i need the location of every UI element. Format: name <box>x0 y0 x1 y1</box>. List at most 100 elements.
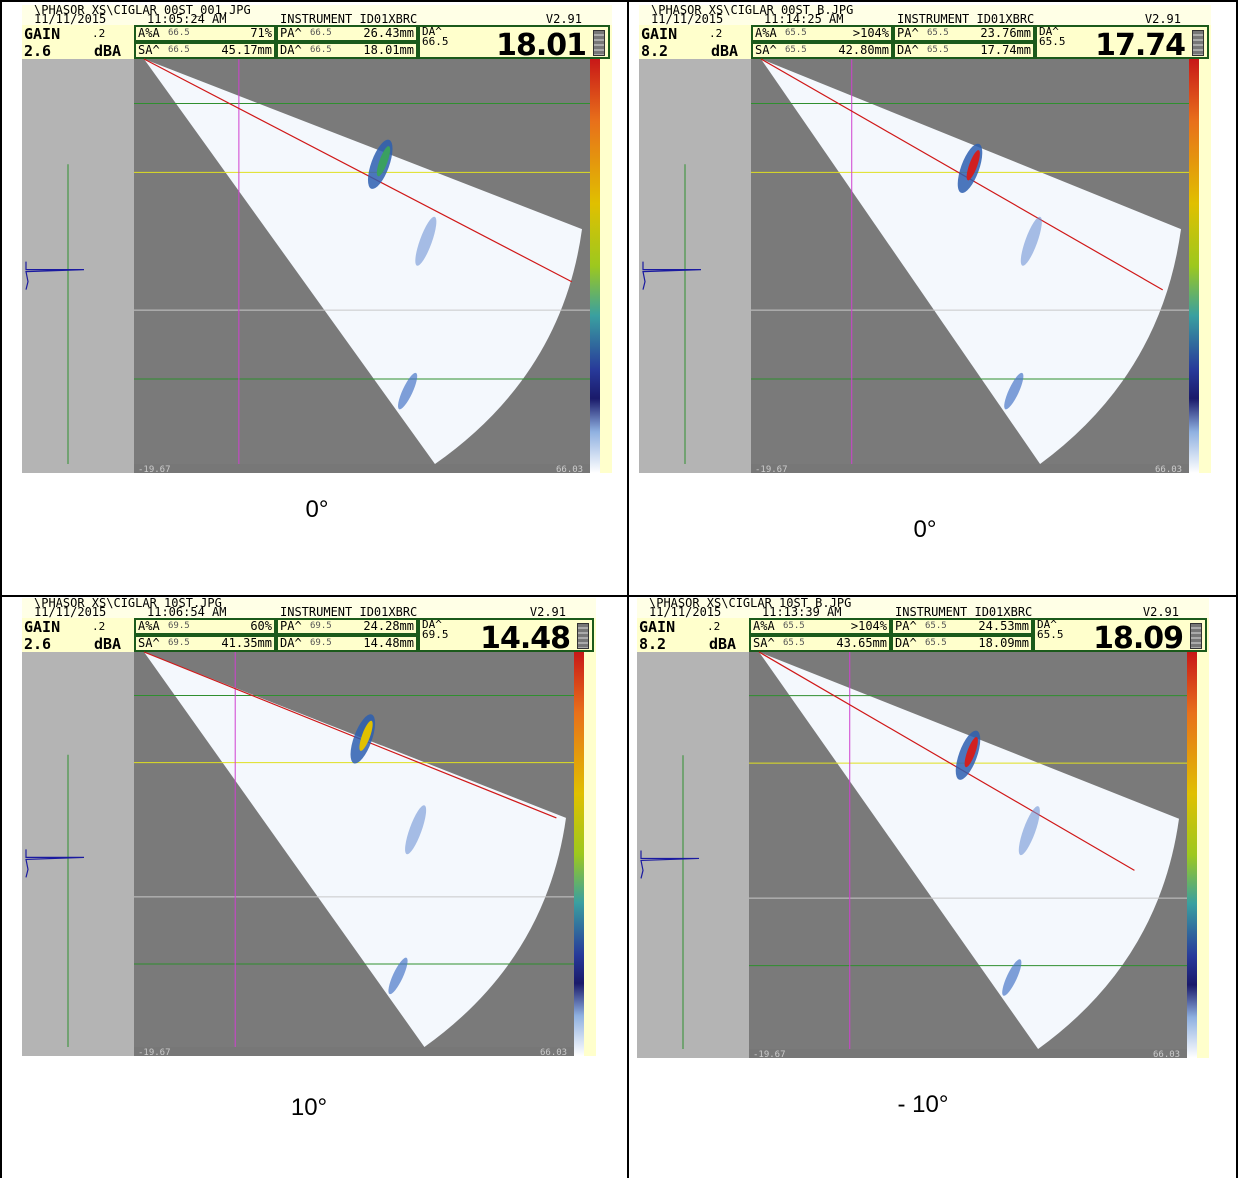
reading-value: 45.17mm <box>221 43 272 57</box>
reading-label: A%A <box>138 619 160 633</box>
da-label: DA^ 66.5 <box>422 25 449 48</box>
table-border-right <box>1236 0 1238 1178</box>
reading-surface: SA^ 69.5 41.35mm <box>134 635 276 652</box>
x-axis-ruler <box>751 464 1189 473</box>
readings-bar: GAIN .2 8.2 dBA A%A 65.5 >104% PA^ 65.5 … <box>639 25 1211 63</box>
da-label: DA^ 65.5 <box>1039 25 1066 48</box>
firmware-version: V2.91 <box>545 12 582 26</box>
capture-time: 11:13:39 AM <box>762 605 842 619</box>
reading-label: SA^ <box>755 43 777 57</box>
reading-surface: SA^ 65.5 43.65mm <box>749 635 891 652</box>
reading-angle: 69.5 <box>168 638 190 648</box>
angle-caption: 0° <box>913 516 937 543</box>
readings-bar: GAIN .2 2.6 dBA A%A 66.5 71% PA^ 66.5 26… <box>22 25 612 63</box>
reading-amplitude: A%A 65.5 >104% <box>751 25 893 42</box>
indication-blob <box>1020 216 1042 266</box>
reading-label: A%A <box>755 26 777 40</box>
battery-icon <box>577 623 589 649</box>
instrument-id: INSTRUMENT ID01XBRC <box>280 605 418 619</box>
file-path: \PHASOR XS\CIGLAR 00ST_001.JPG <box>34 5 251 17</box>
reading-depth: DA^ 65.5 17.74mm <box>893 42 1035 59</box>
capture-time: 11:05:24 AM <box>147 12 227 26</box>
indication-core <box>359 720 373 751</box>
axis-right-label: 66.03 <box>540 1048 567 1056</box>
sonic-wedge <box>144 652 566 1047</box>
table-cell-1: \PHASOR XS\CIGLAR 00ST_001.JPG 11/11/201… <box>22 5 612 550</box>
reading-value: 23.76mm <box>980 26 1031 40</box>
readings-bar: GAIN .2 8.2 dBA A%A 65.5 >104% PA^ 65.5 … <box>637 618 1209 656</box>
reading-label: PA^ <box>280 619 302 633</box>
axis-left-label: -19.67 <box>138 1048 171 1056</box>
a-scan-trace <box>642 261 702 290</box>
indication-core <box>964 737 978 768</box>
gain-unit: dBA <box>94 42 122 60</box>
indication-blob <box>1004 372 1024 410</box>
instrument-id: INSTRUMENT ID01XBRC <box>280 12 418 26</box>
reading-depth: DA^ 66.5 18.01mm <box>276 42 418 59</box>
table-cell-2: \PHASOR XS\CIGLAR 00ST B.JPG 11/11/2015 … <box>639 5 1211 570</box>
file-path: \PHASOR XS\CIGLAR 10ST.JPG <box>34 598 222 610</box>
reading-label: SA^ <box>138 636 160 650</box>
gain-step: .2 <box>92 27 106 40</box>
a-scan-panel <box>639 59 751 473</box>
x-axis-ruler <box>749 1049 1187 1058</box>
reading-value: 18.01mm <box>363 43 414 57</box>
file-header: \PHASOR XS\CIGLAR 10ST.JPG 11/11/2015 11… <box>22 598 596 618</box>
reading-value: 41.35mm <box>221 636 272 650</box>
readings-bar: GAIN .2 2.6 dBA A%A 69.5 60% PA^ 69.5 24… <box>22 618 596 656</box>
file-header: \PHASOR XS\CIGLAR 10ST B.JPG 11/11/2015 … <box>637 598 1209 618</box>
reading-value: 24.28mm <box>363 619 414 633</box>
reading-angle: 65.5 <box>927 45 949 55</box>
color-palette-scale <box>1187 652 1197 1058</box>
scan-overlay: -19.67 66.03 <box>642 58 1189 473</box>
gain-unit: dBA <box>94 635 122 653</box>
beam-line <box>143 651 557 819</box>
axis-right-label: 66.03 <box>1155 465 1182 473</box>
gain-unit: dBA <box>709 635 737 653</box>
reading-angle: 66.5 <box>310 45 332 55</box>
table-border-left <box>0 0 2 1178</box>
color-palette-scale <box>590 59 600 473</box>
axis-right-label: 66.03 <box>1153 1050 1180 1058</box>
beam-line <box>143 58 573 283</box>
reading-path: PA^ 69.5 24.28mm <box>276 618 418 635</box>
gain-step: .2 <box>709 27 723 40</box>
gain-value: 2.6 <box>24 42 52 60</box>
capture-date: 11/11/2015 <box>34 12 107 26</box>
reading-label: DA^ <box>897 43 919 57</box>
reading-angle: 65.5 <box>927 28 949 38</box>
reading-angle: 66.5 <box>310 28 332 38</box>
gain-readout: GAIN .2 8.2 dBA <box>639 25 751 60</box>
instrument-id: INSTRUMENT ID01XBRC <box>897 12 1035 26</box>
reading-value: 60% <box>250 619 272 633</box>
reading-angle: 65.5 <box>783 638 805 648</box>
capture-date: 11/11/2015 <box>34 605 107 619</box>
reading-value: 14.48mm <box>363 636 414 650</box>
reading-angle: 69.5 <box>310 638 332 648</box>
gain-readout: GAIN .2 2.6 dBA <box>22 25 134 60</box>
reading-value: 24.53mm <box>978 619 1029 633</box>
sonic-wedge <box>759 652 1179 1049</box>
table-cell-3: \PHASOR XS\CIGLAR 10ST.JPG 11/11/2015 11… <box>22 598 596 1148</box>
reading-path: PA^ 65.5 24.53mm <box>891 618 1033 635</box>
indication-blob <box>1002 959 1022 996</box>
reading-label: A%A <box>753 619 775 633</box>
reading-label: PA^ <box>897 26 919 40</box>
gain-label: GAIN <box>24 618 61 636</box>
capture-date: 11/11/2015 <box>649 605 722 619</box>
phasor-screenshot: \PHASOR XS\CIGLAR 00ST B.JPG 11/11/2015 … <box>639 5 1211 473</box>
depth-big-value: 18.01 <box>496 28 587 63</box>
file-header: \PHASOR XS\CIGLAR 00ST_001.JPG 11/11/201… <box>22 5 612 25</box>
scan-overlay: -19.67 66.03 <box>640 651 1187 1058</box>
file-path: \PHASOR XS\CIGLAR 10ST B.JPG <box>649 598 852 610</box>
reading-label: DA^ <box>895 636 917 650</box>
reading-label: DA^ <box>280 636 302 650</box>
reading-angle: 65.5 <box>925 638 947 648</box>
capture-date: 11/11/2015 <box>651 12 724 26</box>
reading-amplitude: A%A 66.5 71% <box>134 25 276 42</box>
capture-time: 11:06:54 AM <box>147 605 227 619</box>
depth-display: DA^ 69.5 14.48 <box>418 618 594 656</box>
depth-display: DA^ 65.5 17.74 <box>1035 25 1209 63</box>
gain-value: 8.2 <box>639 635 667 653</box>
a-scan-trace <box>25 261 85 290</box>
